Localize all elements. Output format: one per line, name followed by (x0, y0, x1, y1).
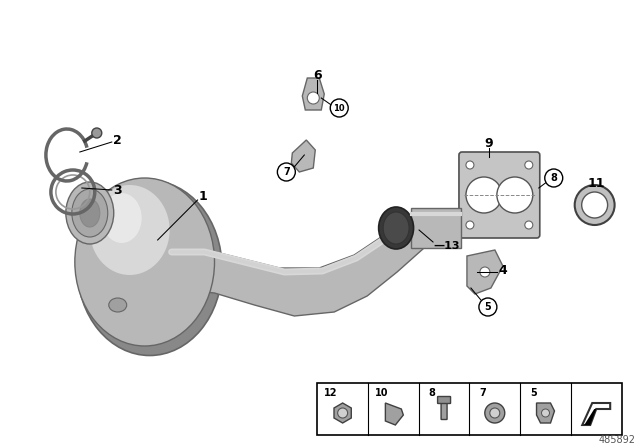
Circle shape (479, 298, 497, 316)
Circle shape (277, 163, 295, 181)
FancyBboxPatch shape (441, 401, 447, 419)
Text: 3: 3 (113, 184, 122, 197)
Polygon shape (302, 78, 324, 110)
Circle shape (466, 221, 474, 229)
Ellipse shape (102, 193, 141, 243)
Ellipse shape (75, 178, 214, 346)
Text: 11: 11 (588, 177, 605, 190)
Text: 8: 8 (429, 388, 436, 398)
Circle shape (525, 161, 532, 169)
Text: 1: 1 (198, 190, 207, 202)
Circle shape (338, 408, 348, 418)
Circle shape (92, 128, 102, 138)
Ellipse shape (379, 207, 413, 249)
Text: 9: 9 (484, 137, 493, 150)
Circle shape (582, 192, 607, 218)
Circle shape (485, 403, 505, 423)
Circle shape (575, 185, 614, 225)
Text: 7: 7 (283, 167, 290, 177)
Ellipse shape (77, 181, 222, 356)
Polygon shape (467, 250, 503, 294)
Ellipse shape (90, 185, 170, 275)
Text: 5: 5 (484, 302, 492, 312)
Text: 4: 4 (499, 263, 508, 276)
Polygon shape (582, 403, 610, 425)
Ellipse shape (72, 189, 108, 237)
Text: 7: 7 (479, 388, 486, 398)
Ellipse shape (383, 212, 409, 244)
Ellipse shape (80, 199, 100, 227)
Circle shape (307, 92, 319, 104)
Circle shape (525, 221, 532, 229)
FancyBboxPatch shape (438, 396, 451, 404)
Text: 5: 5 (530, 388, 537, 398)
Circle shape (330, 99, 348, 117)
Polygon shape (411, 208, 461, 248)
Text: 2: 2 (113, 134, 122, 146)
Polygon shape (291, 140, 316, 172)
Circle shape (466, 177, 502, 213)
Text: 8: 8 (550, 173, 557, 183)
Circle shape (497, 177, 532, 213)
Circle shape (466, 161, 474, 169)
Text: 10: 10 (374, 388, 388, 398)
Text: 12: 12 (324, 388, 337, 398)
Circle shape (545, 169, 563, 187)
Text: 485892: 485892 (598, 435, 635, 445)
FancyBboxPatch shape (459, 152, 540, 238)
Polygon shape (170, 212, 449, 316)
Polygon shape (334, 403, 351, 423)
Polygon shape (536, 403, 554, 423)
Polygon shape (385, 403, 403, 425)
Text: 10: 10 (333, 103, 345, 112)
Ellipse shape (109, 298, 127, 312)
Text: 6: 6 (313, 69, 321, 82)
Text: —13: —13 (433, 241, 460, 251)
Ellipse shape (66, 182, 114, 244)
Circle shape (541, 409, 550, 417)
Circle shape (480, 267, 490, 277)
Polygon shape (584, 409, 596, 425)
FancyBboxPatch shape (317, 383, 621, 435)
Circle shape (490, 408, 500, 418)
